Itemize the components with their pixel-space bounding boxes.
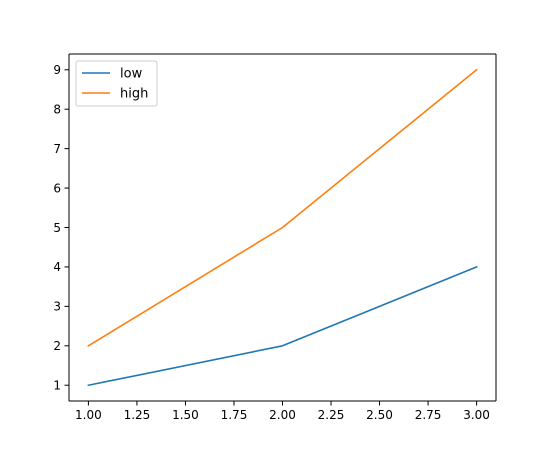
series-layer — [87, 68, 478, 387]
legend-label-low: low — [120, 67, 143, 82]
y-tick-label: 6 — [53, 181, 61, 195]
y-tick-label: 2 — [53, 339, 61, 353]
x-tick-label: 2.75 — [415, 408, 442, 422]
y-tick-label: 9 — [53, 63, 61, 77]
legend-label-high: high — [120, 87, 148, 102]
y-tick-label: 8 — [53, 103, 61, 117]
y-tick-label: 7 — [53, 142, 61, 156]
x-tick-label: 1.75 — [221, 408, 248, 422]
y-tick-label: 5 — [53, 221, 61, 235]
y-tick-label: 3 — [53, 300, 61, 314]
series-line-low — [87, 265, 478, 387]
y-tick-label: 1 — [53, 379, 61, 393]
y-tick-label: 4 — [53, 260, 61, 274]
x-tick-label: 2.00 — [269, 408, 296, 422]
x-tick-label: 2.50 — [366, 408, 393, 422]
series-line-high — [87, 68, 478, 347]
x-tick-label: 2.25 — [318, 408, 345, 422]
x-tick-label: 1.50 — [172, 408, 199, 422]
x-tick-label: 3.00 — [463, 408, 490, 422]
x-tick-label: 1.25 — [124, 408, 151, 422]
x-axis-ticks: 1.00 1.25 1.50 1.75 2.00 2.25 2.50 2.75 3.00 — [75, 401, 490, 422]
legend: low high — [75, 60, 158, 107]
y-axis-ticks: 1 2 3 4 5 6 7 8 9 — [53, 63, 69, 393]
x-tick-label: 1.00 — [75, 408, 102, 422]
